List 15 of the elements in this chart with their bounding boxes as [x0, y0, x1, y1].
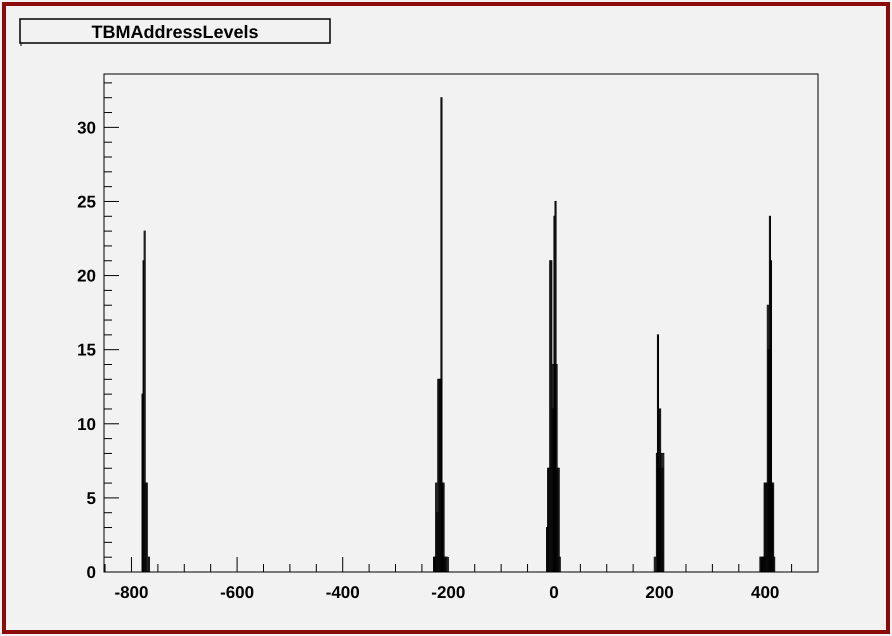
y-tick-label: 25 [77, 192, 96, 212]
y-tick-label: 0 [86, 563, 96, 582]
x-tick-label: -200 [431, 583, 466, 602]
y-tick-label: 15 [77, 340, 96, 360]
y-tick-label: 20 [77, 266, 96, 286]
x-tick-label: -400 [326, 583, 360, 602]
x-tick-label: 400 [751, 583, 780, 602]
chart-title: TBMAddressLevels [91, 22, 259, 42]
x-tick-label: -800 [114, 583, 148, 602]
x-tick-label: -600 [220, 583, 254, 602]
y-tick-label: 30 [77, 118, 96, 138]
y-tick-label: 10 [77, 414, 96, 434]
y-tick-label: 5 [86, 488, 96, 508]
x-tick-label: 0 [549, 583, 559, 602]
x-tick-label: 200 [645, 583, 674, 602]
